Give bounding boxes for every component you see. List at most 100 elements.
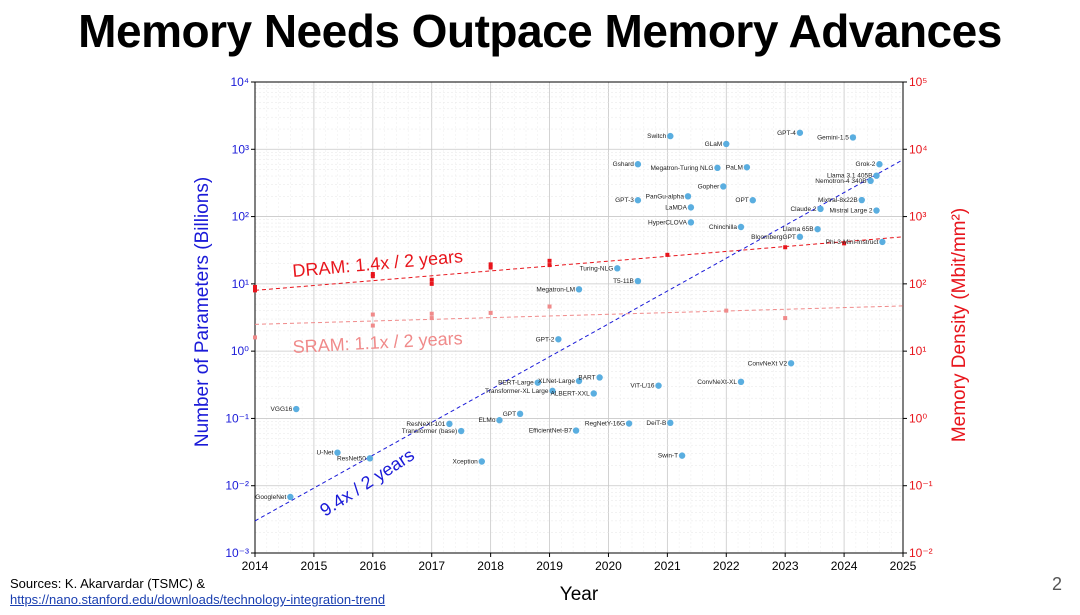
x-tick-label: 2022: [713, 559, 740, 573]
model-point: [555, 336, 562, 343]
model-label: BERT-Large: [498, 380, 534, 387]
y-right-tick-label: 10⁵: [909, 75, 927, 89]
model-label: LaMDA: [665, 204, 687, 211]
y-left-tick-label: 10⁻¹: [225, 411, 249, 425]
page-number: 2: [1051, 574, 1062, 594]
x-tick-label: 2014: [242, 559, 269, 573]
model-point: [496, 417, 503, 424]
plot-frame: [254, 81, 904, 554]
model-point: [293, 405, 300, 413]
model-point: [549, 387, 556, 395]
dram-point: [429, 277, 434, 282]
model-point: [684, 193, 692, 200]
dram-point: [429, 281, 434, 286]
trend-line: [254, 236, 904, 291]
model-point: [590, 390, 597, 397]
model-label: HyperCLOVA: [648, 219, 688, 226]
model-label: BloombergGPT: [751, 234, 796, 241]
model-label: Gemini-1.5: [817, 134, 849, 141]
model-label: GLaM: [705, 141, 723, 148]
model-point: [614, 265, 621, 272]
sram-point: [370, 312, 375, 317]
model-point: [879, 238, 886, 246]
model-label: VGG16: [271, 406, 293, 413]
y-left-tick-label: 10⁻³: [225, 546, 249, 560]
model-label: Claude 2: [790, 206, 816, 213]
model-label: GPT-3: [615, 197, 634, 204]
trend-line: [254, 305, 904, 325]
y-right-tick-label: 10²: [909, 277, 926, 291]
trend-line: [254, 159, 904, 522]
model-label: Llama 65B: [783, 226, 814, 233]
model-label: Mistral Large 2: [829, 208, 872, 215]
model-point: [796, 129, 804, 136]
model-label: GPT: [503, 411, 516, 418]
model-label: Llama 3.1 405B: [827, 173, 873, 180]
x-tick-label: 2024: [831, 559, 858, 573]
model-label: T5-11B: [613, 278, 634, 285]
model-point: [596, 374, 603, 381]
model-point: [625, 420, 633, 427]
sources: Sources: K. Akarvardar (TSMC) & https://…: [10, 576, 385, 608]
sram-point: [253, 335, 257, 340]
y-right-tick-label: 10⁻²: [909, 546, 933, 560]
y-left-tick-label: 10⁰: [231, 344, 249, 358]
x-tick-label: 2023: [772, 559, 799, 573]
model-point: [655, 382, 662, 389]
y-right-tick-label: 10⁻¹: [909, 479, 933, 493]
x-tick-label: 2025: [890, 559, 917, 573]
model-point: [787, 360, 795, 367]
y-left-tick-label: 10¹: [232, 277, 249, 291]
model-label: Transformer-XL Large: [485, 388, 549, 395]
model-label: Xception: [453, 459, 479, 466]
model-label: Transformer (base): [402, 428, 457, 435]
model-point: [457, 427, 465, 435]
x-tick-label: 2016: [359, 559, 386, 573]
model-label: Nemotron-4 340B: [815, 178, 866, 185]
dram-point: [488, 265, 493, 270]
model-point: [446, 420, 453, 428]
model-label: Gshard: [613, 161, 635, 168]
model-label: RegNetY-16G: [585, 421, 625, 428]
y-right-axis-label: Memory Density (Mbit/mm²): [949, 208, 970, 442]
y-left-tick-label: 10⁻²: [225, 479, 249, 493]
model-label: U-Net: [316, 450, 333, 457]
dram-point: [665, 252, 670, 257]
model-label: ConvNeXt V2: [748, 360, 788, 367]
y-right-tick-label: 10¹: [909, 344, 926, 358]
sram-point: [370, 323, 375, 328]
model-point: [849, 134, 857, 141]
model-label: GPT-4: [777, 130, 796, 137]
model-point: [714, 164, 721, 172]
model-point: [796, 233, 804, 241]
model-label: Swin-T: [658, 453, 678, 460]
model-label: PaLM: [726, 164, 743, 171]
model-point: [749, 197, 756, 204]
model-label: ALBERT-XXL: [550, 390, 590, 397]
model-point: [634, 277, 642, 285]
dram-point: [253, 288, 257, 293]
axis-ticks: 2014 2015 2016 2017 2018 2019 2020 2021 2022 2023…: [225, 75, 932, 573]
dram-point: [488, 262, 493, 267]
model-point: [720, 183, 727, 190]
dram-point: [370, 272, 375, 277]
model-label: ConvNeXt-XL: [697, 379, 737, 386]
model-label: GPT-2: [536, 336, 555, 343]
x-tick-label: 2019: [536, 559, 563, 573]
sources-link[interactable]: https://nano.stanford.edu/downloads/tech…: [10, 592, 386, 607]
x-tick-label: 2018: [477, 559, 504, 573]
model-label: Switch: [647, 133, 667, 140]
y-left-tick-label: 10²: [232, 210, 249, 224]
y-right-tick-label: 10³: [909, 210, 926, 224]
model-point: [334, 449, 341, 456]
model-point: [867, 177, 874, 185]
model-point: [814, 225, 821, 233]
model-label: ResNet50: [337, 455, 366, 462]
x-tick-label: 2021: [654, 559, 681, 573]
model-point: [366, 455, 374, 462]
model-label: OPT: [735, 197, 748, 204]
sram-trend-label: SRAM: 1.1x / 2 years: [292, 328, 463, 357]
model-point: [667, 132, 674, 140]
x-tick-label: 2017: [418, 559, 445, 573]
